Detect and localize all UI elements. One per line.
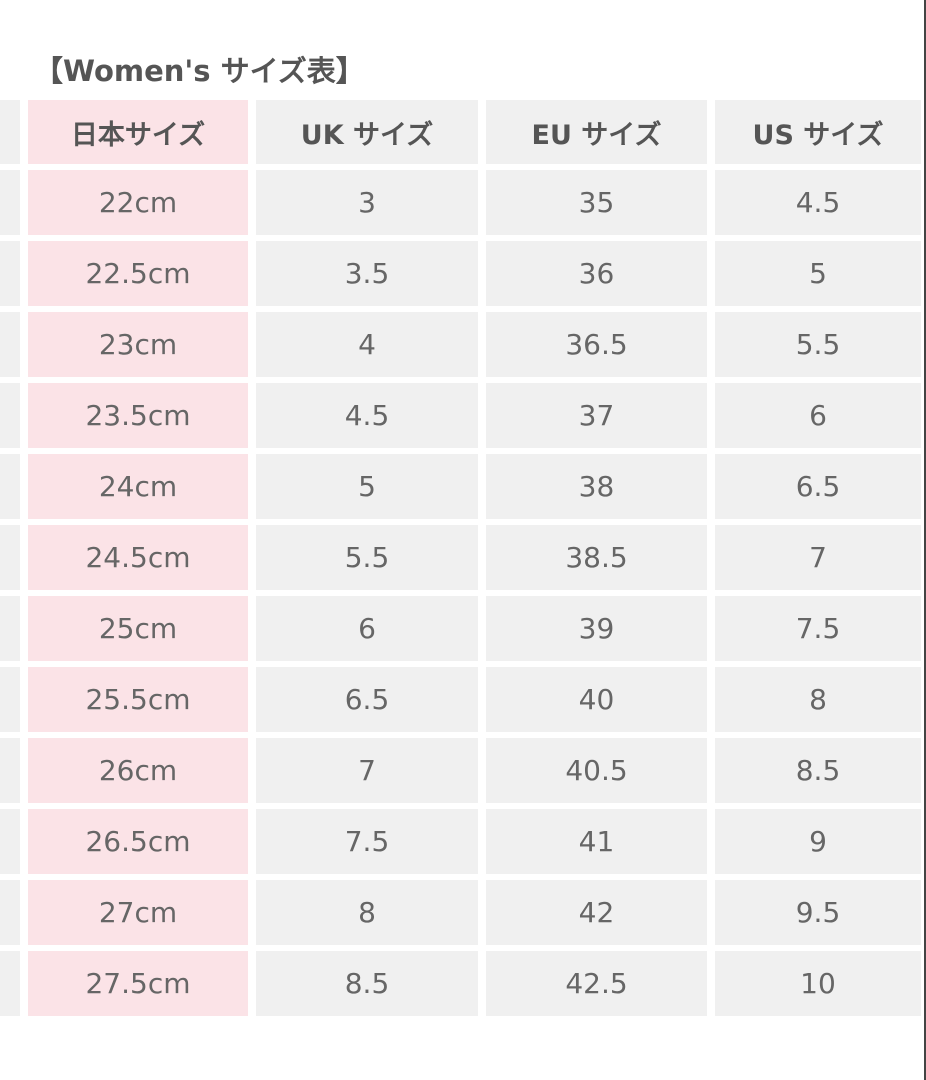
japan-size-cell: 24cm	[28, 454, 248, 519]
size-table: 日本サイズ UK サイズ EU サイズ US サイズ 22cm 3 35 4.5 22.…	[0, 100, 922, 1016]
us-size-cell: 4.5	[715, 170, 921, 235]
japan-size-cell: 23.5cm	[28, 383, 248, 448]
us-size-cell: 7	[715, 525, 921, 590]
us-size-cell: 8.5	[715, 738, 921, 803]
us-size-cell: 8	[715, 667, 921, 732]
japan-size-cell: 22.5cm	[28, 241, 248, 306]
uk-size-cell: 7.5	[256, 809, 478, 874]
right-border	[924, 0, 926, 1080]
row-stub	[0, 738, 20, 803]
header-japan-size: 日本サイズ	[28, 100, 248, 164]
us-size-cell: 7.5	[715, 596, 921, 661]
japan-size-cell: 22cm	[28, 170, 248, 235]
eu-size-cell: 42.5	[486, 951, 707, 1016]
japan-size-cell: 23cm	[28, 312, 248, 377]
row-stub	[0, 525, 20, 590]
uk-size-cell: 3.5	[256, 241, 478, 306]
japan-size-cell: 27cm	[28, 880, 248, 945]
us-size-cell: 5	[715, 241, 921, 306]
eu-size-cell: 41	[486, 809, 707, 874]
page-title: 【Women's サイズ表】	[34, 54, 365, 88]
eu-size-cell: 35	[486, 170, 707, 235]
row-stub	[0, 454, 20, 519]
row-stub	[0, 951, 20, 1016]
us-size-cell: 6	[715, 383, 921, 448]
eu-size-cell: 36	[486, 241, 707, 306]
us-size-cell: 9.5	[715, 880, 921, 945]
japan-size-cell: 24.5cm	[28, 525, 248, 590]
eu-size-cell: 38.5	[486, 525, 707, 590]
row-stub	[0, 170, 20, 235]
row-stub	[0, 383, 20, 448]
header-uk-size: UK サイズ	[256, 100, 478, 164]
row-stub	[0, 809, 20, 874]
row-stub	[0, 241, 20, 306]
japan-size-cell: 25cm	[28, 596, 248, 661]
row-stub	[0, 312, 20, 377]
japan-size-cell: 27.5cm	[28, 951, 248, 1016]
uk-size-cell: 4.5	[256, 383, 478, 448]
row-stub	[0, 667, 20, 732]
japan-size-cell: 26cm	[28, 738, 248, 803]
us-size-cell: 5.5	[715, 312, 921, 377]
uk-size-cell: 4	[256, 312, 478, 377]
eu-size-cell: 40.5	[486, 738, 707, 803]
eu-size-cell: 36.5	[486, 312, 707, 377]
uk-size-cell: 6.5	[256, 667, 478, 732]
row-stub	[0, 100, 20, 164]
us-size-cell: 10	[715, 951, 921, 1016]
uk-size-cell: 3	[256, 170, 478, 235]
eu-size-cell: 40	[486, 667, 707, 732]
uk-size-cell: 7	[256, 738, 478, 803]
us-size-cell: 6.5	[715, 454, 921, 519]
header-us-size: US サイズ	[715, 100, 921, 164]
eu-size-cell: 42	[486, 880, 707, 945]
eu-size-cell: 39	[486, 596, 707, 661]
uk-size-cell: 8	[256, 880, 478, 945]
eu-size-cell: 38	[486, 454, 707, 519]
japan-size-cell: 26.5cm	[28, 809, 248, 874]
us-size-cell: 9	[715, 809, 921, 874]
row-stub	[0, 880, 20, 945]
japan-size-cell: 25.5cm	[28, 667, 248, 732]
uk-size-cell: 5.5	[256, 525, 478, 590]
uk-size-cell: 5	[256, 454, 478, 519]
row-stub	[0, 596, 20, 661]
header-eu-size: EU サイズ	[486, 100, 707, 164]
uk-size-cell: 8.5	[256, 951, 478, 1016]
eu-size-cell: 37	[486, 383, 707, 448]
uk-size-cell: 6	[256, 596, 478, 661]
